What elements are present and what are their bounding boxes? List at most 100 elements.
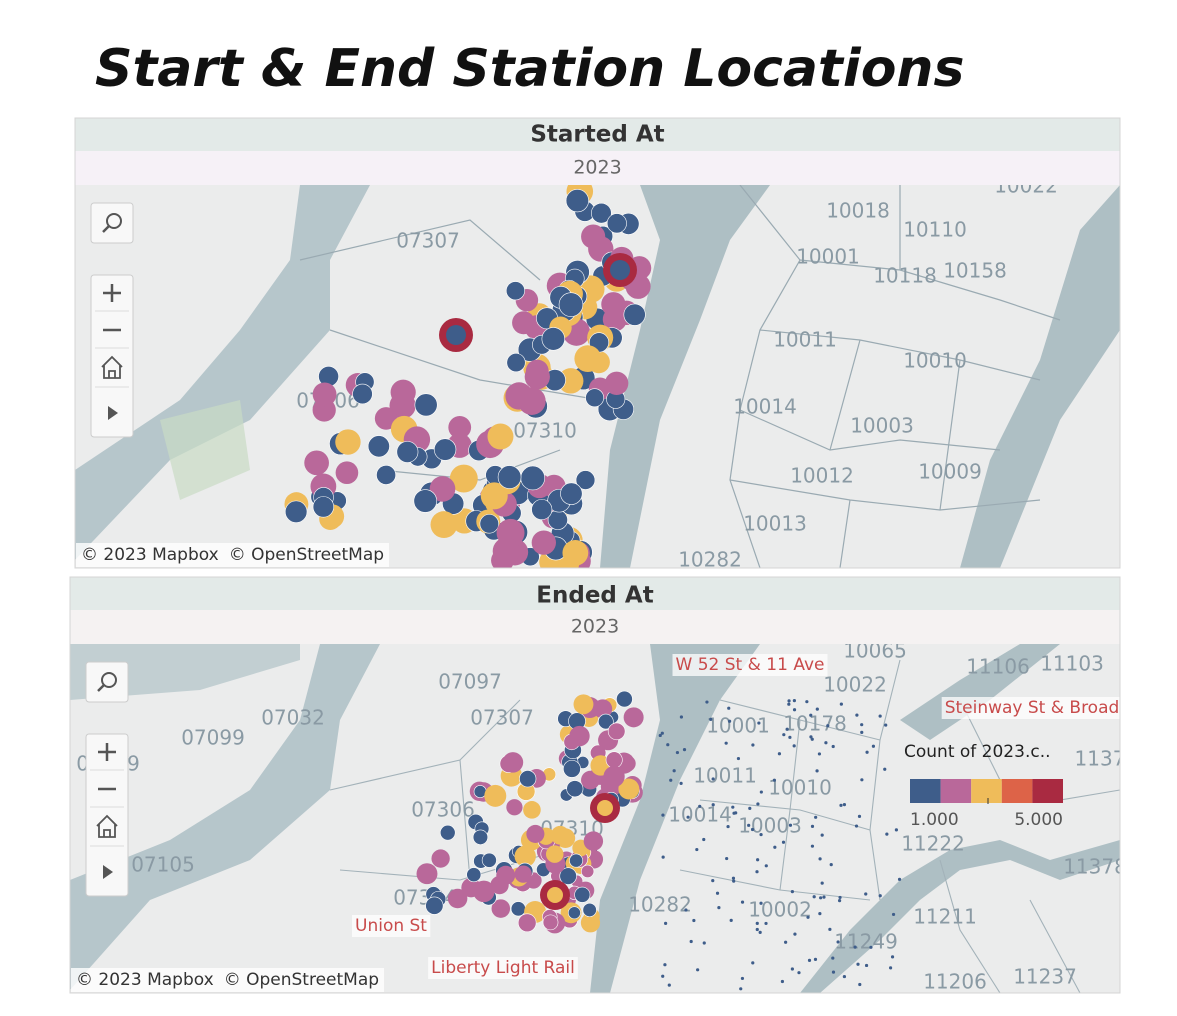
zip-label: 07105 [131, 853, 195, 877]
station-dot [759, 790, 763, 794]
station-dot [790, 890, 794, 894]
station-dot [824, 741, 828, 745]
station-dot [550, 825, 570, 845]
station-dot [831, 744, 835, 749]
zoom-in-icon[interactable] [98, 743, 116, 761]
station-dot [709, 717, 713, 721]
map: 0730707306073101001810110100011011810158… [75, 185, 1120, 572]
station-dot [472, 829, 489, 845]
home-icon[interactable] [101, 355, 123, 379]
zip-label: 11106 [966, 655, 1030, 679]
station-dot [751, 743, 755, 747]
station-dot [559, 867, 577, 885]
station-dot [433, 438, 457, 461]
station-dot [805, 700, 809, 704]
station-dot [826, 724, 830, 728]
station-dot [855, 713, 859, 717]
station-dot [547, 887, 563, 903]
station-dot [497, 465, 522, 489]
station-dot [560, 482, 583, 505]
panel-header-band [70, 577, 1120, 610]
station-dot [782, 733, 786, 737]
station-dot [757, 721, 761, 725]
station-dot [583, 831, 604, 851]
station-dot [466, 867, 482, 883]
station-dot [740, 976, 745, 981]
station-dot [759, 832, 763, 837]
station-dot [860, 723, 864, 727]
search-icon [101, 672, 117, 688]
station-dot [616, 690, 633, 708]
home-icon[interactable] [96, 814, 118, 838]
zip-label: 1137 [1075, 747, 1126, 771]
attribution: © 2023 Mapbox [81, 545, 219, 565]
station-dot [717, 906, 721, 910]
station-dot [818, 912, 822, 916]
station-dot [531, 530, 556, 555]
station-dot [523, 801, 541, 819]
zip-label: 10014 [733, 395, 797, 419]
station-dot [725, 856, 729, 861]
search-icon [106, 213, 122, 229]
station-dot [481, 852, 497, 868]
zip-label: 10010 [768, 776, 832, 800]
station-dot [793, 932, 797, 936]
station-dot [623, 707, 644, 728]
station-dot [367, 435, 390, 458]
station-dot [545, 845, 564, 863]
station-dot [727, 706, 731, 710]
station-dot [574, 886, 591, 903]
station-dot [860, 730, 864, 734]
station-dot [815, 707, 819, 711]
search-button[interactable] [85, 661, 129, 703]
zip-label: 11222 [901, 832, 965, 856]
search-icon [102, 225, 110, 233]
station-dot [663, 963, 667, 967]
station-dot [446, 325, 466, 345]
pan-icon[interactable] [103, 865, 113, 879]
zip-label: 10110 [903, 218, 967, 242]
zip-label: 11211 [913, 905, 977, 929]
station-dot [755, 921, 759, 925]
zip-label: 07307 [470, 706, 534, 730]
station-dot [531, 499, 553, 521]
station-dot [439, 824, 456, 841]
station-dot [661, 974, 665, 978]
zip-label: 11103 [1040, 652, 1104, 676]
station-dot [580, 864, 595, 878]
station-dot [335, 429, 361, 455]
station-dot [854, 824, 859, 828]
pan-icon[interactable] [108, 406, 118, 420]
zip-label: 10001 [796, 245, 860, 269]
station-dot [790, 967, 794, 971]
zip-label: 10065 [843, 639, 907, 663]
zip-label: 10282 [678, 548, 742, 572]
station-dot [758, 930, 762, 934]
station-dot [732, 879, 736, 883]
zip-label: 10010 [903, 349, 967, 373]
panel-title: Started At [530, 122, 664, 148]
station-dot [374, 407, 398, 430]
legend-swatch [940, 779, 972, 803]
zip-label: 10118 [873, 264, 937, 288]
search-button[interactable] [90, 202, 134, 244]
station-dot [541, 327, 565, 351]
zip-label: 11206 [923, 970, 987, 994]
zip-label: 10011 [693, 764, 757, 788]
zoom-in-icon[interactable] [103, 284, 121, 302]
attribution-bg [76, 543, 390, 567]
station-dot [618, 778, 640, 800]
station-dot [396, 441, 419, 463]
station-dot [813, 957, 818, 961]
station-label-bg [352, 915, 431, 937]
station-dot [711, 879, 715, 883]
station-dot [580, 913, 601, 933]
station-dot [822, 895, 826, 899]
station-dot [842, 974, 847, 979]
station-dot [759, 901, 763, 905]
station-dot [479, 514, 499, 534]
zip-label: 11378 [1063, 855, 1127, 879]
station-dot [569, 725, 590, 747]
station-dot [698, 804, 702, 808]
station-dot [603, 765, 625, 788]
